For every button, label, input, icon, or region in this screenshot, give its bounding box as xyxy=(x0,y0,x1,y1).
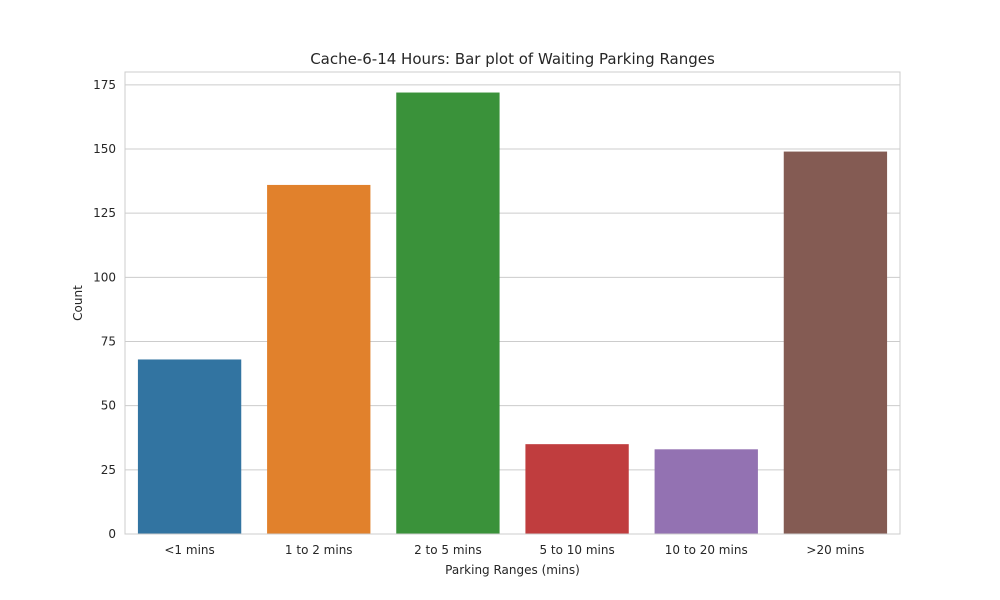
bar-4 xyxy=(654,449,758,534)
x-tick-label: 2 to 5 mins xyxy=(414,543,482,557)
y-tick-label: 0 xyxy=(108,527,116,541)
y-tick-labels: 0 25 50 75 100 125 150 175 xyxy=(93,78,116,541)
gridlines xyxy=(125,84,900,471)
y-tick-label: 75 xyxy=(101,335,116,349)
y-tick-label: 25 xyxy=(101,463,116,477)
x-tick-label: <1 mins xyxy=(164,543,214,557)
bar-5 xyxy=(783,151,888,535)
bars xyxy=(137,92,888,535)
x-axis-label: Parking Ranges (mins) xyxy=(445,563,580,577)
chart-title: Cache-6-14 Hours: Bar plot of Waiting Pa… xyxy=(310,50,715,68)
x-tick-label: 1 to 2 mins xyxy=(285,543,353,557)
plot-frame xyxy=(124,71,901,535)
bar-1 xyxy=(267,184,371,534)
bar-3 xyxy=(525,444,629,534)
y-tick-label: 150 xyxy=(93,142,116,156)
y-tick-label: 125 xyxy=(93,206,116,220)
bar-2 xyxy=(396,92,500,535)
y-tick-label: 175 xyxy=(93,78,116,92)
x-tick-label: 5 to 10 mins xyxy=(539,543,614,557)
bar-0 xyxy=(137,359,242,534)
x-tick-label: >20 mins xyxy=(806,543,864,557)
x-tick-labels: <1 mins 1 to 2 mins 2 to 5 mins 5 to 10 min… xyxy=(164,543,864,557)
y-tick-label: 100 xyxy=(93,270,116,284)
x-tick-label: 10 to 20 mins xyxy=(665,543,748,557)
y-tick-label: 50 xyxy=(101,399,116,413)
y-axis-label: Count xyxy=(71,285,85,321)
